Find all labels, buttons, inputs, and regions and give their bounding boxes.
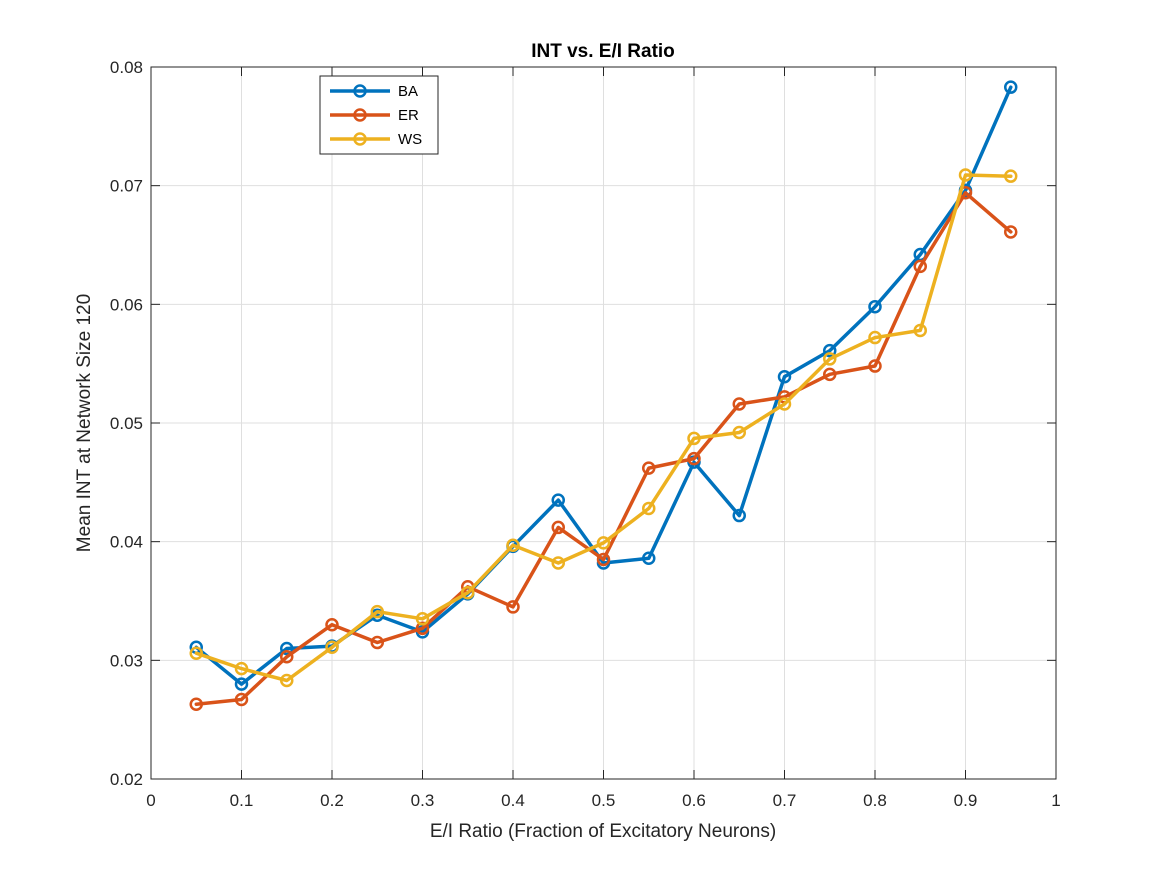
- data-point-er: [325, 617, 339, 632]
- y-tick-label: 0.03: [110, 651, 143, 670]
- data-point-ws: [506, 538, 520, 552]
- legend: BA ER WS: [319, 75, 439, 155]
- data-point-ba: [551, 493, 565, 507]
- y-tick-label: 0.05: [110, 414, 143, 433]
- x-tick-label: 0.8: [863, 791, 887, 810]
- data-point-ba: [777, 369, 792, 384]
- data-point-ws: [325, 640, 339, 655]
- x-tick-label: 0.5: [592, 791, 616, 810]
- legend-item-er: ER: [330, 107, 419, 124]
- data-point-er: [280, 650, 294, 664]
- x-tick-label: 0: [146, 791, 155, 810]
- data-point-ws: [913, 323, 927, 338]
- grid: [150, 66, 1057, 780]
- data-point-ws: [777, 397, 792, 411]
- y-tick-label: 0.07: [110, 177, 143, 196]
- y-axis-label: Mean INT at Network Size 120: [74, 294, 95, 552]
- legend-label-er: ER: [398, 107, 419, 124]
- x-tick-label: 0.2: [320, 791, 344, 810]
- data-point-er: [415, 621, 430, 636]
- data-point-ba: [1004, 80, 1018, 94]
- data-point-ws: [687, 431, 701, 446]
- data-point-ba: [280, 641, 294, 656]
- data-point-ws: [958, 168, 973, 182]
- data-point-ws: [280, 673, 294, 688]
- data-point-er: [1004, 225, 1018, 239]
- axes: [150, 66, 1057, 780]
- data-point-ba: [868, 299, 882, 314]
- series-ws: [189, 168, 1018, 688]
- legend-marker-ba: [353, 84, 367, 98]
- data-point-ba: [732, 508, 746, 523]
- data-point-ws: [732, 425, 746, 440]
- legend-item-ws: WS: [330, 131, 422, 148]
- tick-labels: 0 0.1 0.2 0.3 0.4 0.5 0.6 0.7 0.8 0.9 1 0.02 0.03 0.0…: [110, 58, 1061, 810]
- data-point-ws: [234, 661, 249, 676]
- x-tick-label: 1: [1051, 791, 1060, 810]
- data-point-ws: [868, 330, 882, 345]
- data-point-ba: [234, 677, 249, 691]
- legend-marker-ws: [353, 132, 367, 146]
- data-point-ws: [189, 646, 203, 660]
- data-point-ws: [642, 501, 656, 516]
- data-point-er: [868, 359, 882, 373]
- data-point-er: [687, 451, 701, 466]
- x-tick-label: 0.1: [230, 791, 254, 810]
- data-point-ws: [370, 604, 384, 619]
- x-axis-label: E/I Ratio (Fraction of Excitatory Neuron…: [430, 821, 776, 842]
- legend-item-ba: BA: [330, 83, 418, 100]
- data-point-er: [823, 367, 837, 382]
- data-point-ws: [551, 556, 565, 570]
- x-tick-label: 0.6: [682, 791, 706, 810]
- x-tick-label: 0.3: [411, 791, 435, 810]
- data-point-ba: [823, 343, 837, 358]
- data-point-er: [642, 461, 656, 475]
- data-point-er: [551, 520, 565, 535]
- data-point-ba: [642, 551, 656, 566]
- data-point-ws: [1004, 169, 1018, 183]
- y-tick-label: 0.06: [110, 295, 143, 314]
- legend-marker-er: [353, 108, 367, 122]
- legend-label-ws: WS: [398, 131, 422, 148]
- data-point-er: [913, 259, 927, 274]
- data-point-ws: [415, 612, 430, 626]
- data-point-ws: [461, 585, 475, 600]
- x-tick-label: 0.7: [773, 791, 797, 810]
- series-lines: [189, 80, 1018, 711]
- data-point-er: [234, 692, 249, 707]
- data-point-ws: [596, 536, 611, 550]
- data-point-ws: [823, 352, 837, 366]
- legend-label-ba: BA: [398, 83, 418, 100]
- series-line-er: [194, 191, 1013, 706]
- chart-title: INT vs. E/I Ratio: [531, 41, 675, 62]
- data-point-er: [596, 552, 611, 567]
- data-point-er: [189, 697, 203, 711]
- data-point-er: [370, 635, 384, 650]
- x-tick-label: 0.9: [954, 791, 978, 810]
- series-line-ws: [194, 173, 1013, 683]
- data-point-er: [506, 600, 520, 614]
- y-tick-label: 0.04: [110, 533, 143, 552]
- x-tick-label: 0.4: [501, 791, 525, 810]
- y-tick-label: 0.08: [110, 58, 143, 77]
- y-tick-label: 0.02: [110, 770, 143, 789]
- data-point-er: [732, 397, 746, 411]
